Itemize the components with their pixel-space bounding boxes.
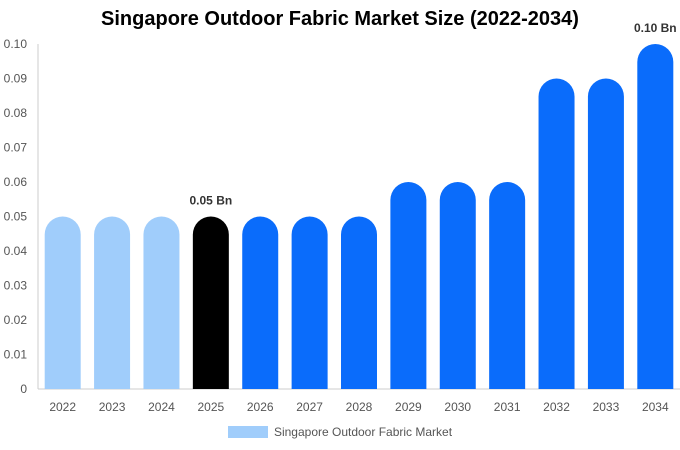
legend-label: Singapore Outdoor Fabric Market [273, 425, 453, 439]
bar-2028 [341, 216, 377, 389]
chart-title: Singapore Outdoor Fabric Market Size (20… [101, 8, 579, 30]
y-tick-label: 0.06 [4, 175, 28, 189]
bar-2025 [192, 216, 229, 389]
y-tick-label: 0.07 [4, 141, 28, 155]
y-tick-label: 0 [20, 382, 27, 396]
x-tick-label: 2032 [543, 400, 570, 414]
x-tick-label: 2022 [49, 400, 76, 414]
legend-swatch [227, 426, 268, 438]
bar-2023 [94, 216, 131, 389]
x-tick-label: 2030 [444, 400, 471, 414]
x-tick-label: 2031 [494, 400, 521, 414]
x-tick-label: 2026 [247, 400, 274, 414]
bar-2033 [587, 78, 624, 389]
bar-2026 [242, 216, 279, 389]
x-tick-label: 2027 [296, 400, 323, 414]
legend: Singapore Outdoor Fabric Market [0, 425, 680, 439]
bar-2034 [637, 44, 674, 389]
x-tick-label: 2025 [197, 400, 224, 414]
y-tick-label: 0.10 [4, 37, 28, 51]
y-tick-label: 0.05 [4, 210, 28, 224]
x-tick-label: 2028 [346, 400, 373, 414]
y-tick-label: 0.09 [4, 72, 28, 86]
x-tick-label: 2024 [148, 400, 175, 414]
bar-2031 [489, 181, 526, 389]
bar-2027 [291, 216, 328, 389]
x-tick-label: 2029 [395, 400, 422, 414]
y-tick-label: 0.04 [4, 244, 28, 258]
y-tick-label: 0.01 [4, 348, 28, 362]
bar-2029 [390, 182, 427, 389]
x-tick-label: 2033 [593, 400, 620, 414]
y-tick-label: 0.03 [4, 279, 28, 293]
x-tick-label: 2023 [99, 400, 126, 414]
bar-2030 [439, 182, 476, 389]
y-tick-label: 0.08 [4, 106, 28, 120]
y-tick-label: 0.02 [4, 313, 28, 327]
bar-2022 [44, 216, 81, 389]
data-label-2025: 0.05 Bn [190, 194, 233, 208]
bar-2032 [538, 78, 575, 389]
data-label-2034: 0.10 Bn [634, 21, 677, 35]
x-tick-label: 2034 [642, 400, 669, 414]
bar-2024 [143, 216, 180, 389]
